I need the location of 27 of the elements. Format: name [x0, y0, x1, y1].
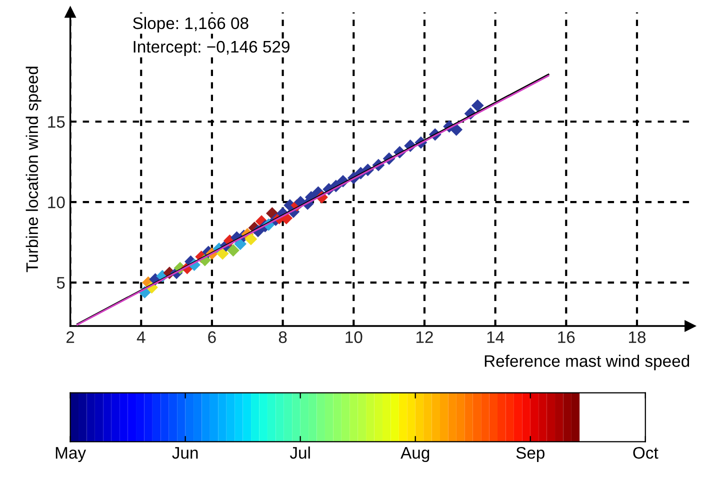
x-tick-label: 8 [278, 331, 287, 344]
color-bar-label: Jun [172, 447, 198, 459]
y-tick-label: 15 [48, 116, 65, 128]
y-axis-title: Turbine location wind speed [26, 66, 42, 272]
point [244, 232, 258, 246]
annotation: Intercept: −0,146 529 [134, 40, 290, 56]
point [450, 123, 463, 136]
x-tick-label: 14 [487, 331, 504, 343]
y-tick-label: 10 [48, 196, 65, 208]
color-bar-label: May [56, 447, 86, 462]
color-bar-label: Oct [633, 446, 658, 459]
color-bar-label: Sep [516, 446, 544, 462]
x-tick-label: 16 [558, 331, 575, 344]
x-tick-label: 6 [208, 331, 216, 344]
annotation: Slope: 1,166 08 [133, 16, 248, 32]
x-tick-label: 2 [66, 331, 74, 343]
x-axis-title: Reference mast wind speed [484, 354, 690, 370]
x-tick-label: 18 [628, 331, 646, 344]
x-tick-label: 12 [416, 331, 433, 343]
point [216, 247, 229, 260]
point [227, 244, 240, 257]
x-tick-label: 4 [136, 331, 146, 343]
color-bar-label: Jul [290, 446, 310, 459]
color-bar-label: Aug [400, 447, 430, 462]
y-tick-label: 5 [56, 277, 65, 289]
point [471, 99, 484, 112]
x-tick-label: 10 [346, 331, 362, 344]
